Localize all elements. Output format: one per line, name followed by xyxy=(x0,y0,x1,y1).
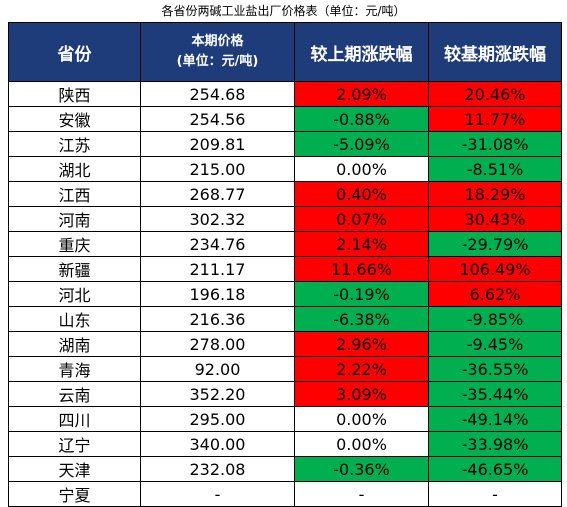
table-row: 青海 92.00 2.22% -36.55% xyxy=(8,356,562,382)
price-table: 省份 本期价格 (单位：元/吨) 较上期涨跌幅 较基期涨跌幅 陕西 254.68 2… xyxy=(8,22,562,507)
cell-price: 268.77 xyxy=(140,181,295,207)
cell-province: 江苏 xyxy=(8,131,141,157)
table-row: 重庆 234.76 2.14% -29.79% xyxy=(8,231,562,257)
cell-price: - xyxy=(140,481,295,507)
cell-province: 四川 xyxy=(8,406,141,432)
cell-yoy-change: -9.85% xyxy=(428,306,562,332)
cell-mom-change: - xyxy=(294,481,429,507)
cell-mom-change: 0.40% xyxy=(294,181,429,207)
table-row: 湖南 278.00 2.96% -9.45% xyxy=(8,331,562,357)
cell-province: 新疆 xyxy=(8,256,141,282)
cell-mom-change: 2.09% xyxy=(294,81,429,107)
cell-mom-change: 0.00% xyxy=(294,406,429,432)
table-row: 云南 352.20 3.09% -35.44% xyxy=(8,381,562,407)
cell-yoy-change: -8.51% xyxy=(428,156,562,182)
cell-yoy-change: 30.43% xyxy=(428,206,562,232)
cell-yoy-change: -9.45% xyxy=(428,331,562,357)
cell-yoy-change: 6.62% xyxy=(428,281,562,307)
cell-price: 216.36 xyxy=(140,306,295,332)
cell-yoy-change: -46.65% xyxy=(428,456,562,482)
cell-province: 重庆 xyxy=(8,231,141,257)
cell-province: 青海 xyxy=(8,356,141,382)
table-row: 山东 216.36 -6.38% -9.85% xyxy=(8,306,562,332)
cell-price: 234.76 xyxy=(140,231,295,257)
cell-yoy-change: - xyxy=(428,481,562,507)
cell-mom-change: 0.00% xyxy=(294,431,429,457)
table-title: 各省份两碱工业盐出厂价格表（单位：元/吨） xyxy=(161,4,406,18)
cell-price: 278.00 xyxy=(140,331,295,357)
table-row: 新疆 211.17 11.66% 106.49% xyxy=(8,256,562,282)
table-row: 宁夏 - - - xyxy=(8,481,562,507)
cell-province: 河南 xyxy=(8,206,141,232)
header-mom: 较上期涨跌幅 xyxy=(294,22,429,82)
table-row: 江西 268.77 0.40% 18.29% xyxy=(8,181,562,207)
cell-mom-change: -5.09% xyxy=(294,131,429,157)
table-body: 陕西 254.68 2.09% 20.46% 安徽 254.56 -0.88% 11.77% 江… xyxy=(8,81,562,507)
cell-province: 湖南 xyxy=(8,331,141,357)
table-row: 河北 196.18 -0.19% 6.62% xyxy=(8,281,562,307)
cell-province: 安徽 xyxy=(8,106,141,132)
cell-province: 湖北 xyxy=(8,156,141,182)
cell-yoy-change: 18.29% xyxy=(428,181,562,207)
table-row: 安徽 254.56 -0.88% 11.77% xyxy=(8,106,562,132)
cell-province: 宁夏 xyxy=(8,481,141,507)
cell-mom-change: -6.38% xyxy=(294,306,429,332)
cell-price: 254.56 xyxy=(140,106,295,132)
cell-mom-change: 0.00% xyxy=(294,156,429,182)
header-row: 省份 本期价格 (单位：元/吨) 较上期涨跌幅 较基期涨跌幅 xyxy=(8,22,562,82)
header-price-line1: 本期价格 xyxy=(191,34,244,49)
cell-price: 209.81 xyxy=(140,131,295,157)
cell-province: 辽宁 xyxy=(8,431,141,457)
cell-price: 215.00 xyxy=(140,156,295,182)
cell-yoy-change: 11.77% xyxy=(428,106,562,132)
cell-mom-change: 0.07% xyxy=(294,206,429,232)
cell-province: 陕西 xyxy=(8,81,141,107)
cell-yoy-change: -35.44% xyxy=(428,381,562,407)
cell-price: 340.00 xyxy=(140,431,295,457)
cell-price: 196.18 xyxy=(140,281,295,307)
cell-price: 211.17 xyxy=(140,256,295,282)
cell-yoy-change: 20.46% xyxy=(428,81,562,107)
table-row: 江苏 209.81 -5.09% -31.08% xyxy=(8,131,562,157)
cell-mom-change: 2.96% xyxy=(294,331,429,357)
cell-mom-change: -0.88% xyxy=(294,106,429,132)
cell-price: 254.68 xyxy=(140,81,295,107)
cell-price: 295.00 xyxy=(140,406,295,432)
table-row: 辽宁 340.00 0.00% -33.98% xyxy=(8,431,562,457)
cell-yoy-change: -49.14% xyxy=(428,406,562,432)
cell-mom-change: -0.19% xyxy=(294,281,429,307)
cell-yoy-change: -31.08% xyxy=(428,131,562,157)
cell-mom-change: -0.36% xyxy=(294,456,429,482)
cell-yoy-change: 106.49% xyxy=(428,256,562,282)
cell-mom-change: 3.09% xyxy=(294,381,429,407)
table-row: 湖北 215.00 0.00% -8.51% xyxy=(8,156,562,182)
cell-price: 92.00 xyxy=(140,356,295,382)
cell-mom-change: 11.66% xyxy=(294,256,429,282)
cell-province: 山东 xyxy=(8,306,141,332)
cell-mom-change: 2.14% xyxy=(294,231,429,257)
header-price-line2: (单位：元/吨) xyxy=(176,54,259,69)
table-row: 天津 232.08 -0.36% -46.65% xyxy=(8,456,562,482)
header-province: 省份 xyxy=(8,22,141,82)
cell-price: 232.08 xyxy=(140,456,295,482)
table-row: 陕西 254.68 2.09% 20.46% xyxy=(8,81,562,107)
cell-price: 302.32 xyxy=(140,206,295,232)
header-yoy: 较基期涨跌幅 xyxy=(428,22,562,82)
cell-province: 云南 xyxy=(8,381,141,407)
table-row: 四川 295.00 0.00% -49.14% xyxy=(8,406,562,432)
cell-yoy-change: -29.79% xyxy=(428,231,562,257)
cell-province: 天津 xyxy=(8,456,141,482)
cell-yoy-change: -33.98% xyxy=(428,431,562,457)
cell-province: 江西 xyxy=(8,181,141,207)
cell-yoy-change: -36.55% xyxy=(428,356,562,382)
cell-province: 河北 xyxy=(8,281,141,307)
header-price: 本期价格 (单位：元/吨) xyxy=(140,22,295,82)
cell-price: 352.20 xyxy=(140,381,295,407)
cell-mom-change: 2.22% xyxy=(294,356,429,382)
table-row: 河南 302.32 0.07% 30.43% xyxy=(8,206,562,232)
